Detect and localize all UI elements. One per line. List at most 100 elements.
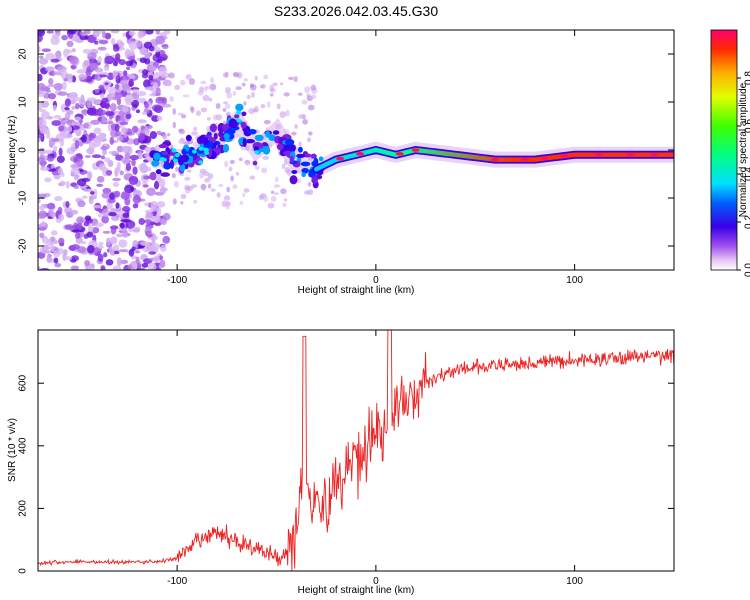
noise-speck [152,255,161,263]
noise-speck [38,147,46,156]
noise-speck [43,149,53,155]
noise-speck [153,82,159,89]
noise-speck [78,73,88,80]
noise-speck [107,123,113,132]
noise-speck [162,103,172,108]
noise-speck [148,64,155,73]
ridge-blob [181,148,187,155]
noise-speck [116,257,123,266]
noise-speck [76,158,84,168]
noise-speck [143,41,153,49]
noise-speck [40,221,47,227]
noise-speck [76,69,86,74]
noise-speck [104,32,112,40]
noise-speck [158,66,168,76]
noise-speck [41,235,49,244]
noise-speck [90,119,101,125]
noise-speck [94,40,99,45]
noise-speck [125,163,132,171]
noise-speck [65,200,70,208]
noise-speck [156,115,163,121]
noise-speck [118,249,129,253]
noise-speck [180,201,184,205]
noise-speck [97,55,102,64]
noise-speck [101,215,109,224]
noise-speck [192,199,198,204]
noise-speck [66,40,74,48]
noise-speck [71,244,80,250]
noise-speck [79,35,88,41]
noise-speck [75,102,80,110]
noise-speck [64,98,71,107]
noise-speck [125,220,136,229]
noise-speck [39,166,50,172]
noise-speck [285,109,290,117]
noise-speck [121,145,131,154]
noise-speck [144,102,149,109]
ridge-blob [300,161,311,167]
noise-speck [45,52,55,61]
noise-speck [244,159,251,166]
noise-speck [184,176,191,181]
noise-speck [110,30,120,34]
noise-speck [270,195,277,202]
noise-speck [45,66,55,72]
noise-speck [71,65,77,70]
noise-speck [123,70,128,77]
noise-speck [101,265,106,270]
noise-speck [200,184,207,190]
noise-speck [115,202,120,209]
noise-speck [97,109,107,116]
noise-speck [98,163,106,172]
noise-speck [92,189,98,197]
noise-speck [75,128,82,137]
noise-speck [155,35,166,45]
noise-speck [128,227,134,233]
ridge-blob [247,128,257,135]
noise-speck [86,100,92,108]
noise-speck [171,173,176,179]
noise-speck [225,204,230,210]
noise-speck [156,130,162,136]
noise-speck [195,110,201,117]
noise-speck [76,222,83,230]
ridge-blob [223,132,230,140]
noise-speck [241,82,246,87]
noise-speck [38,251,46,260]
noise-speck [102,149,107,156]
ridge-hotspot [520,157,529,162]
noise-speck [121,127,128,134]
ridge-blob [160,172,170,177]
noise-speck [81,134,87,143]
noise-speck [182,94,190,98]
noise-speck [207,183,212,189]
noise-speck [132,88,140,93]
noise-speck [38,119,47,128]
ridge-peak [236,118,242,123]
noise-speck [84,259,91,267]
noise-speck [243,188,250,193]
noise-speck [150,200,158,210]
noise-speck [54,262,62,268]
noise-speck [50,58,60,63]
noise-speck [119,222,125,229]
noise-speck [90,108,100,116]
ridge-blob [301,167,310,174]
noise-speck [73,157,79,162]
noise-speck [283,198,288,202]
noise-speck [128,40,139,50]
noise-speck [151,115,160,123]
noise-speck [210,76,215,84]
noise-speck [203,171,210,177]
noise-speck [115,75,121,84]
ridge-blob [158,144,168,149]
noise-speck [225,86,231,94]
noise-speck [71,105,76,110]
noise-speck [99,74,108,78]
noise-speck [51,138,60,142]
noise-speck [112,61,119,67]
noise-speck [56,65,67,73]
noise-speck [125,113,132,120]
noise-speck [48,77,54,85]
